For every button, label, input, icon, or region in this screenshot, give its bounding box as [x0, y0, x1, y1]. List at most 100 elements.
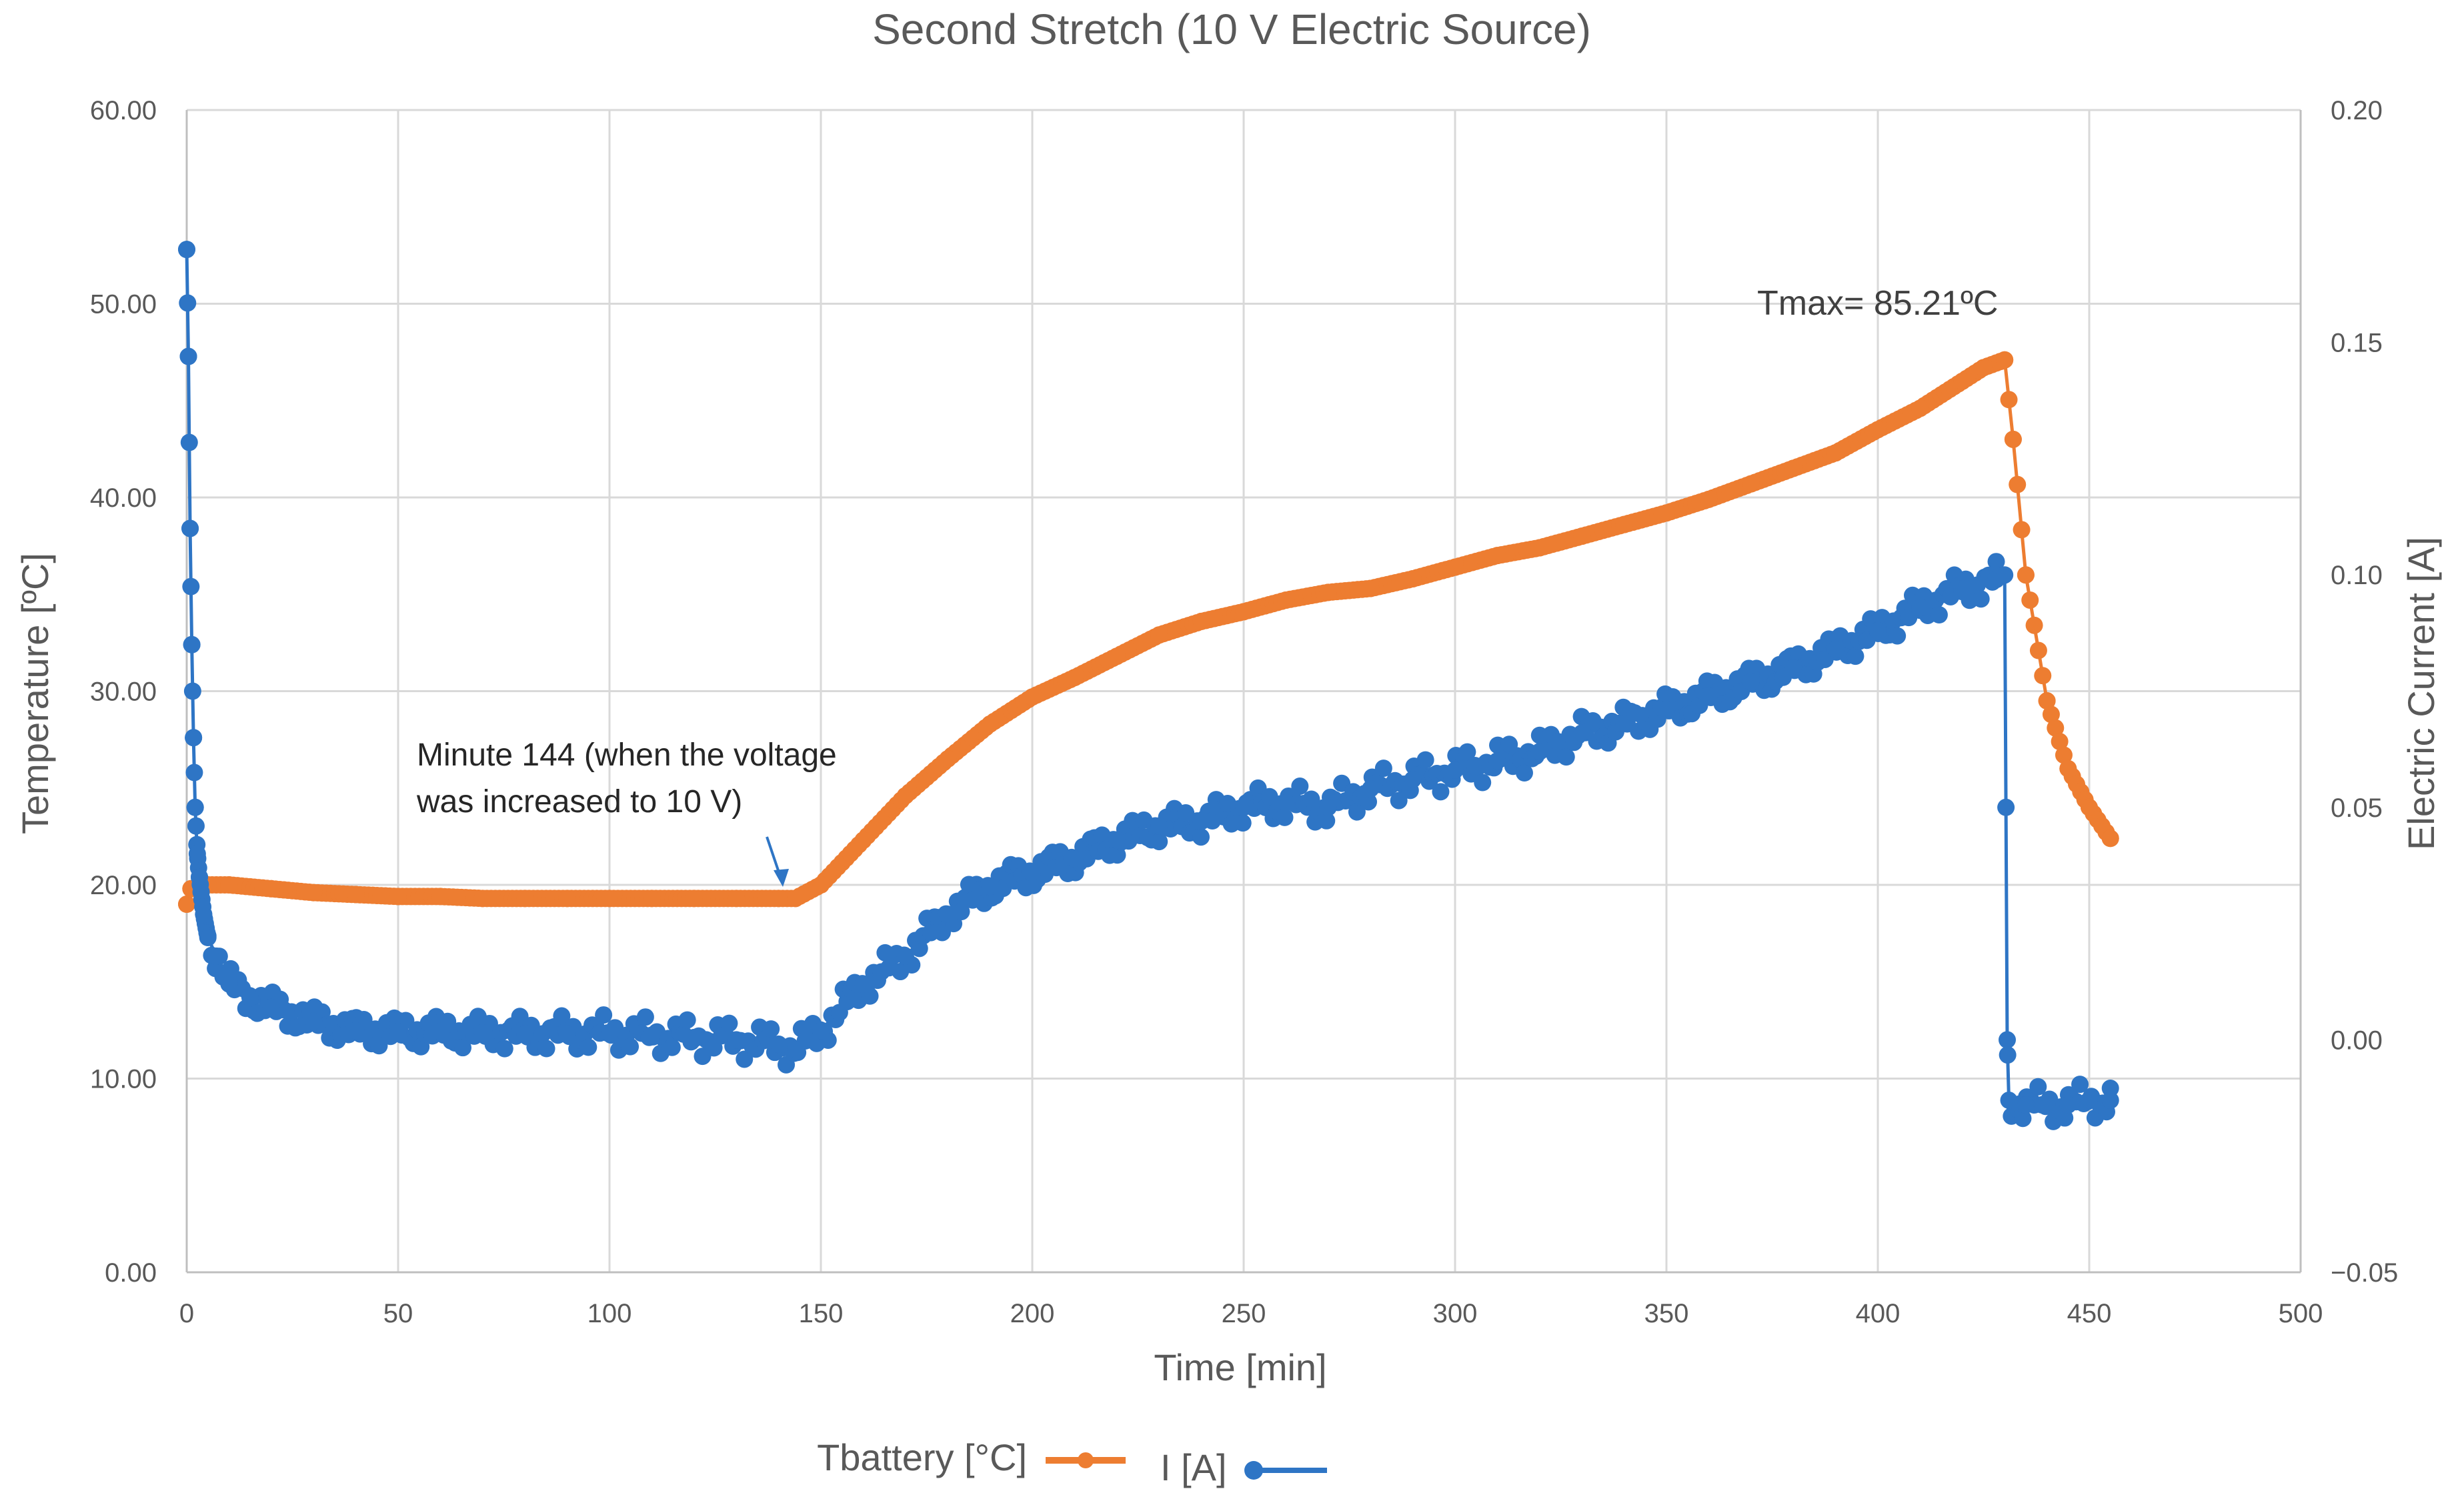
series-marker-1 [1108, 831, 1126, 849]
series-marker-1 [516, 1025, 534, 1043]
y2-axis-title: Electric Current [A] [2400, 537, 2442, 850]
series-marker-0 [601, 890, 618, 908]
series-marker-0 [1446, 558, 1464, 576]
series-marker-0 [2004, 430, 2022, 448]
series-marker-1 [663, 1038, 681, 1056]
series-marker-1 [1515, 764, 1533, 782]
series-marker-0 [981, 715, 999, 733]
y2-tick-label: −0.05 [2331, 1258, 2398, 1288]
series-marker-1 [1024, 864, 1041, 882]
series-marker-0 [1530, 539, 1548, 557]
series-marker-1 [2029, 1078, 2047, 1096]
series-marker-1 [1869, 621, 1887, 639]
legend-marker-tbattery [1078, 1452, 1094, 1468]
series-marker-1 [595, 1006, 613, 1024]
series-marker-1 [1150, 817, 1168, 835]
series-marker-1 [1319, 798, 1337, 816]
series-marker-0 [389, 888, 407, 906]
series-marker-1 [1530, 743, 1548, 761]
series-marker-0 [2013, 521, 2031, 539]
series-marker-1 [181, 519, 199, 537]
series-marker-0 [812, 876, 830, 894]
series-marker-1 [1999, 1031, 2017, 1049]
series-marker-1 [191, 868, 209, 886]
x-tick-label: 400 [1856, 1299, 1901, 1328]
series-marker-0 [1404, 570, 1422, 588]
series-marker-1 [1348, 803, 1366, 821]
series-marker-1 [1277, 794, 1295, 812]
series-marker-0 [2025, 616, 2043, 634]
series-marker-0 [1573, 527, 1591, 545]
series-marker-1 [454, 1039, 472, 1057]
series-marker-1 [736, 1050, 754, 1068]
x-tick-label: 200 [1010, 1299, 1055, 1328]
series-marker-0 [1700, 490, 1718, 508]
y2-tick-label: 0.05 [2331, 794, 2383, 823]
series-marker-1 [1066, 850, 1084, 868]
series-marker-0 [2009, 475, 2027, 493]
x-tick-label: 300 [1433, 1299, 1478, 1328]
series-marker-1 [495, 1040, 513, 1058]
series-marker-1 [187, 817, 205, 835]
series-marker-0 [431, 888, 449, 906]
series-marker-1 [185, 764, 203, 782]
series-marker-0 [347, 886, 365, 904]
series-marker-1 [389, 1022, 407, 1040]
y-axis-title: Temperature [ºC] [14, 553, 56, 834]
series-marker-0 [1150, 626, 1168, 644]
series-marker-1 [473, 1024, 491, 1042]
series-marker-1 [1235, 798, 1252, 816]
series-marker-1 [1390, 792, 1408, 810]
series-marker-1 [678, 1011, 696, 1029]
series-marker-0 [2021, 591, 2039, 609]
series-marker-0 [939, 750, 957, 768]
series-marker-1 [981, 878, 999, 896]
annotation-arrowhead [774, 869, 789, 887]
series-marker-1 [1150, 833, 1168, 851]
series-marker-0 [2000, 391, 2018, 409]
series-marker-1 [622, 1038, 640, 1056]
series-marker-1 [1658, 701, 1675, 719]
y-tick-label: 30.00 [90, 677, 157, 707]
series-marker-0 [1235, 603, 1252, 621]
series-marker-0 [643, 890, 661, 908]
series-marker-1 [1234, 814, 1252, 832]
series-marker-1 [2101, 1080, 2119, 1098]
legend-marker-current [1244, 1461, 1263, 1480]
series-marker-1 [2056, 1109, 2074, 1127]
x-tick-label: 50 [383, 1299, 413, 1328]
series-marker-1 [952, 903, 970, 921]
series-marker-1 [1700, 687, 1718, 705]
series-marker-0 [1784, 459, 1802, 477]
series-marker-0 [1024, 688, 1041, 706]
series-marker-0 [1319, 583, 1337, 601]
series-marker-1 [1996, 566, 2014, 584]
series-marker-1 [1192, 812, 1210, 830]
y-tick-label: 60.00 [90, 96, 157, 125]
series-marker-0 [1996, 351, 2014, 369]
series-marker-1 [1291, 778, 1309, 796]
series-marker-1 [1276, 808, 1294, 826]
legend-label-tbattery: Tbattery [°C] [817, 1436, 1027, 1478]
series-marker-0 [1742, 475, 1760, 493]
series-marker-1 [939, 906, 957, 924]
series-marker-1 [786, 1040, 804, 1058]
series-marker-1 [1416, 751, 1434, 769]
y2-tick-label: 0.10 [2331, 561, 2383, 590]
series-marker-1 [1930, 605, 1948, 623]
x-axis-title: Time [min] [1154, 1346, 1326, 1388]
series-marker-1 [178, 241, 195, 259]
series-marker-1 [305, 1012, 323, 1030]
series-marker-0 [2047, 719, 2065, 737]
series-marker-1 [1911, 599, 1929, 617]
series-0 [178, 351, 2119, 914]
series-marker-1 [1999, 1046, 2017, 1064]
series-marker-1 [1404, 770, 1422, 788]
series-marker-1 [896, 947, 914, 965]
plot-series [178, 241, 2119, 1130]
series-marker-1 [1846, 647, 1865, 665]
series-marker-1 [1374, 760, 1392, 778]
series-marker-1 [1889, 627, 1907, 645]
series-marker-0 [2029, 641, 2047, 659]
